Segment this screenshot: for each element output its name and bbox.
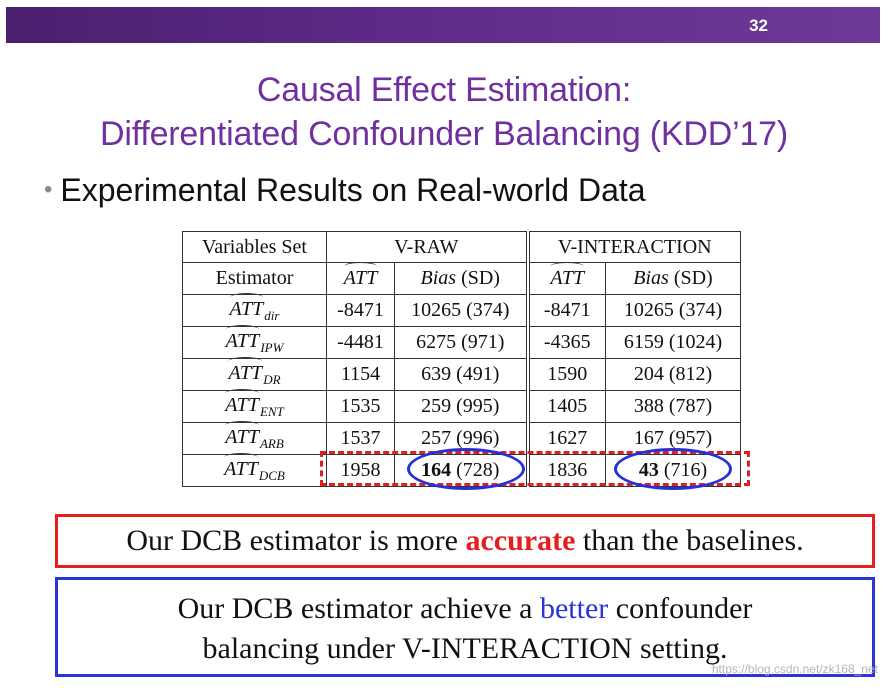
- estimator-name: ATTDR: [182, 356, 327, 391]
- table-row: ATTDR 1154 639 (491) 1590 204 (812): [182, 356, 741, 391]
- table-subheader-row: Estimator ATT Bias (SD) ATT Bias (SD): [182, 262, 741, 295]
- estimator-name: ATTENT: [182, 388, 327, 423]
- table-row: ATTdir -8471 10265 (374) -8471 10265 (37…: [182, 292, 741, 327]
- accurate-highlight: accurate: [465, 524, 576, 557]
- better-highlight: better: [539, 592, 609, 625]
- int-att-cell: 1836: [525, 454, 606, 487]
- watermark: https://blog.csdn.net/zk168_net: [711, 662, 878, 676]
- estimator-name: ATTIPW: [182, 324, 327, 359]
- int-att-cell: -4365: [525, 326, 606, 359]
- bullet-icon: •: [44, 176, 53, 203]
- header-estimator: Estimator: [182, 262, 327, 295]
- header-raw-bias: Bias (SD): [394, 262, 528, 295]
- estimator-name: ATTDCB: [182, 452, 327, 487]
- raw-bias-cell: 257 (996): [394, 422, 528, 455]
- estimator-name: ATTARB: [182, 420, 327, 455]
- raw-bias-cell: 639 (491): [394, 358, 528, 391]
- accuracy-callout: Our DCB estimator is more accurate than …: [55, 514, 875, 568]
- balancing-line-1: Our DCB estimator achieve a better confo…: [177, 592, 753, 625]
- header-int-bias: Bias (SD): [605, 262, 741, 295]
- raw-att-cell: -4481: [326, 326, 395, 359]
- raw-bias-cell: 259 (995): [394, 390, 528, 423]
- bullet-text: Experimental Results on Real-world Data: [60, 172, 646, 208]
- header-v-raw: V-RAW: [326, 231, 528, 263]
- estimator-name: ATTdir: [182, 292, 327, 327]
- raw-att-cell: 1535: [326, 390, 395, 423]
- int-att-cell: 1627: [525, 422, 606, 455]
- raw-att-cell: 1958: [326, 454, 395, 487]
- balancing-callout: Our DCB estimator achieve a better confo…: [55, 577, 875, 677]
- raw-att-cell: 1154: [326, 358, 395, 391]
- int-att-cell: -8471: [525, 294, 606, 327]
- interaction-bias-highlight-ellipse: [614, 448, 732, 490]
- table-header-row: Variables Set V-RAW V-INTERACTION: [182, 231, 741, 263]
- header-raw-att: ATT: [326, 262, 395, 295]
- table-row: ATTARB 1537 257 (996) 1627 167 (957): [182, 420, 741, 455]
- slide-title: Causal Effect Estimation: Differentiated…: [0, 68, 888, 156]
- table-row: ATTENT 1535 259 (995) 1405 388 (787): [182, 388, 741, 423]
- bullet-item: • Experimental Results on Real-world Data: [44, 172, 646, 209]
- header-int-att: ATT: [525, 262, 606, 295]
- title-line-2: Differentiated Confounder Balancing (KDD…: [100, 115, 788, 153]
- header-variables-set: Variables Set: [182, 231, 327, 263]
- raw-bias-highlight-ellipse: [407, 448, 525, 490]
- int-att-cell: 1405: [525, 390, 606, 423]
- header-v-interaction: V-INTERACTION: [525, 231, 741, 263]
- raw-att-cell: 1537: [326, 422, 395, 455]
- title-line-1: Causal Effect Estimation:: [256, 71, 632, 109]
- raw-att-cell: -8471: [326, 294, 395, 327]
- raw-bias-cell: 10265 (374): [394, 294, 528, 327]
- raw-bias-cell: 6275 (971): [394, 326, 528, 359]
- int-bias-cell: 167 (957): [605, 422, 741, 455]
- dcb-row-highlight: [320, 451, 750, 486]
- balancing-line-2: balancing under V-INTERACTION setting.: [202, 632, 728, 665]
- int-bias-cell: 388 (787): [605, 390, 741, 423]
- page-number: 32: [749, 16, 768, 35]
- int-bias-cell: 204 (812): [605, 358, 741, 391]
- int-att-cell: 1590: [525, 358, 606, 391]
- int-bias-cell: 6159 (1024): [605, 326, 741, 359]
- int-bias-cell: 10265 (374): [605, 294, 741, 327]
- slide-header-bar: 32: [6, 7, 880, 43]
- table-row: ATTIPW -4481 6275 (971) -4365 6159 (1024…: [182, 324, 741, 359]
